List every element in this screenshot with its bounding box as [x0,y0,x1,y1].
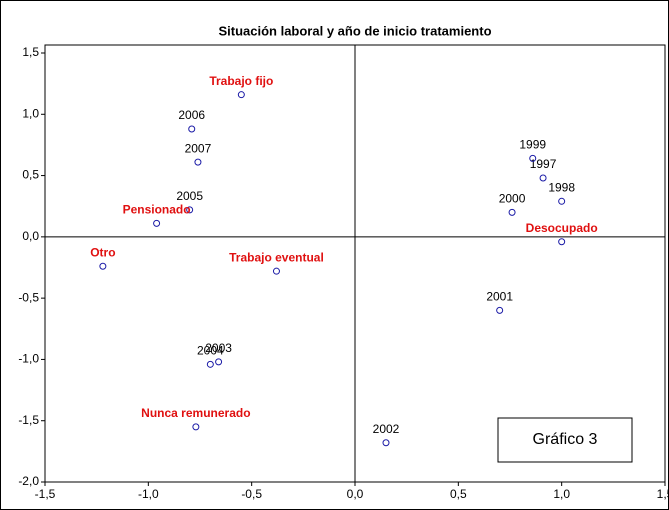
annotation-box [497,417,633,463]
point-label: Pensionado [123,203,191,217]
y-tick-label: 0,5 [22,168,39,182]
point-label: Desocupado [526,221,598,235]
point [382,439,390,447]
point [188,125,196,133]
y-tick-label: -1,5 [18,413,39,427]
point-label: Otro [90,245,115,259]
point [237,91,245,99]
point-label: 2003 [205,341,232,355]
point-label: 2007 [185,141,212,155]
point [272,267,280,275]
point-label: 2002 [373,422,400,436]
y-tick-label: -1,0 [18,352,39,366]
y-tick-label: -2,0 [18,474,39,488]
point [186,206,194,214]
y-tick-label: 0,0 [22,229,39,243]
point [99,262,107,270]
point-label: 1998 [548,180,575,194]
point [508,208,516,216]
point-label: 2004 [197,344,224,358]
point-label: 2000 [499,192,526,206]
point [192,423,200,431]
chart-title: Situación laboral y año de inicio tratam… [218,23,491,38]
x-tick-label: -1,5 [35,487,56,501]
point [206,360,214,368]
point [539,174,547,182]
point [215,358,223,366]
x-tick-label: 1,0 [553,487,570,501]
point-label: 2006 [178,108,205,122]
point [496,306,504,314]
y-tick-label: 1,0 [22,106,39,120]
point-label: 1997 [530,157,557,171]
y-tick-label: -0,5 [18,290,39,304]
point-label: Trabajo eventual [229,250,324,264]
x-tick-label: -0,5 [241,487,262,501]
y-tick-label: 1,5 [22,45,39,59]
point-label: 2005 [176,189,203,203]
point [558,238,566,246]
point-label: Trabajo fijo [209,74,273,88]
point [153,219,161,227]
point [194,158,202,166]
x-tick-label: 1,5 [657,487,669,501]
point-label: 1999 [519,138,546,152]
point [529,154,537,162]
point [558,197,566,205]
point-label: Nunca remunerado [141,406,250,420]
x-tick-label: 0,0 [347,487,364,501]
x-tick-label: 0,5 [450,487,467,501]
annotation: Gráfico 3 [533,431,598,448]
x-tick-label: -1,0 [138,487,159,501]
point-label: 2001 [486,290,513,304]
